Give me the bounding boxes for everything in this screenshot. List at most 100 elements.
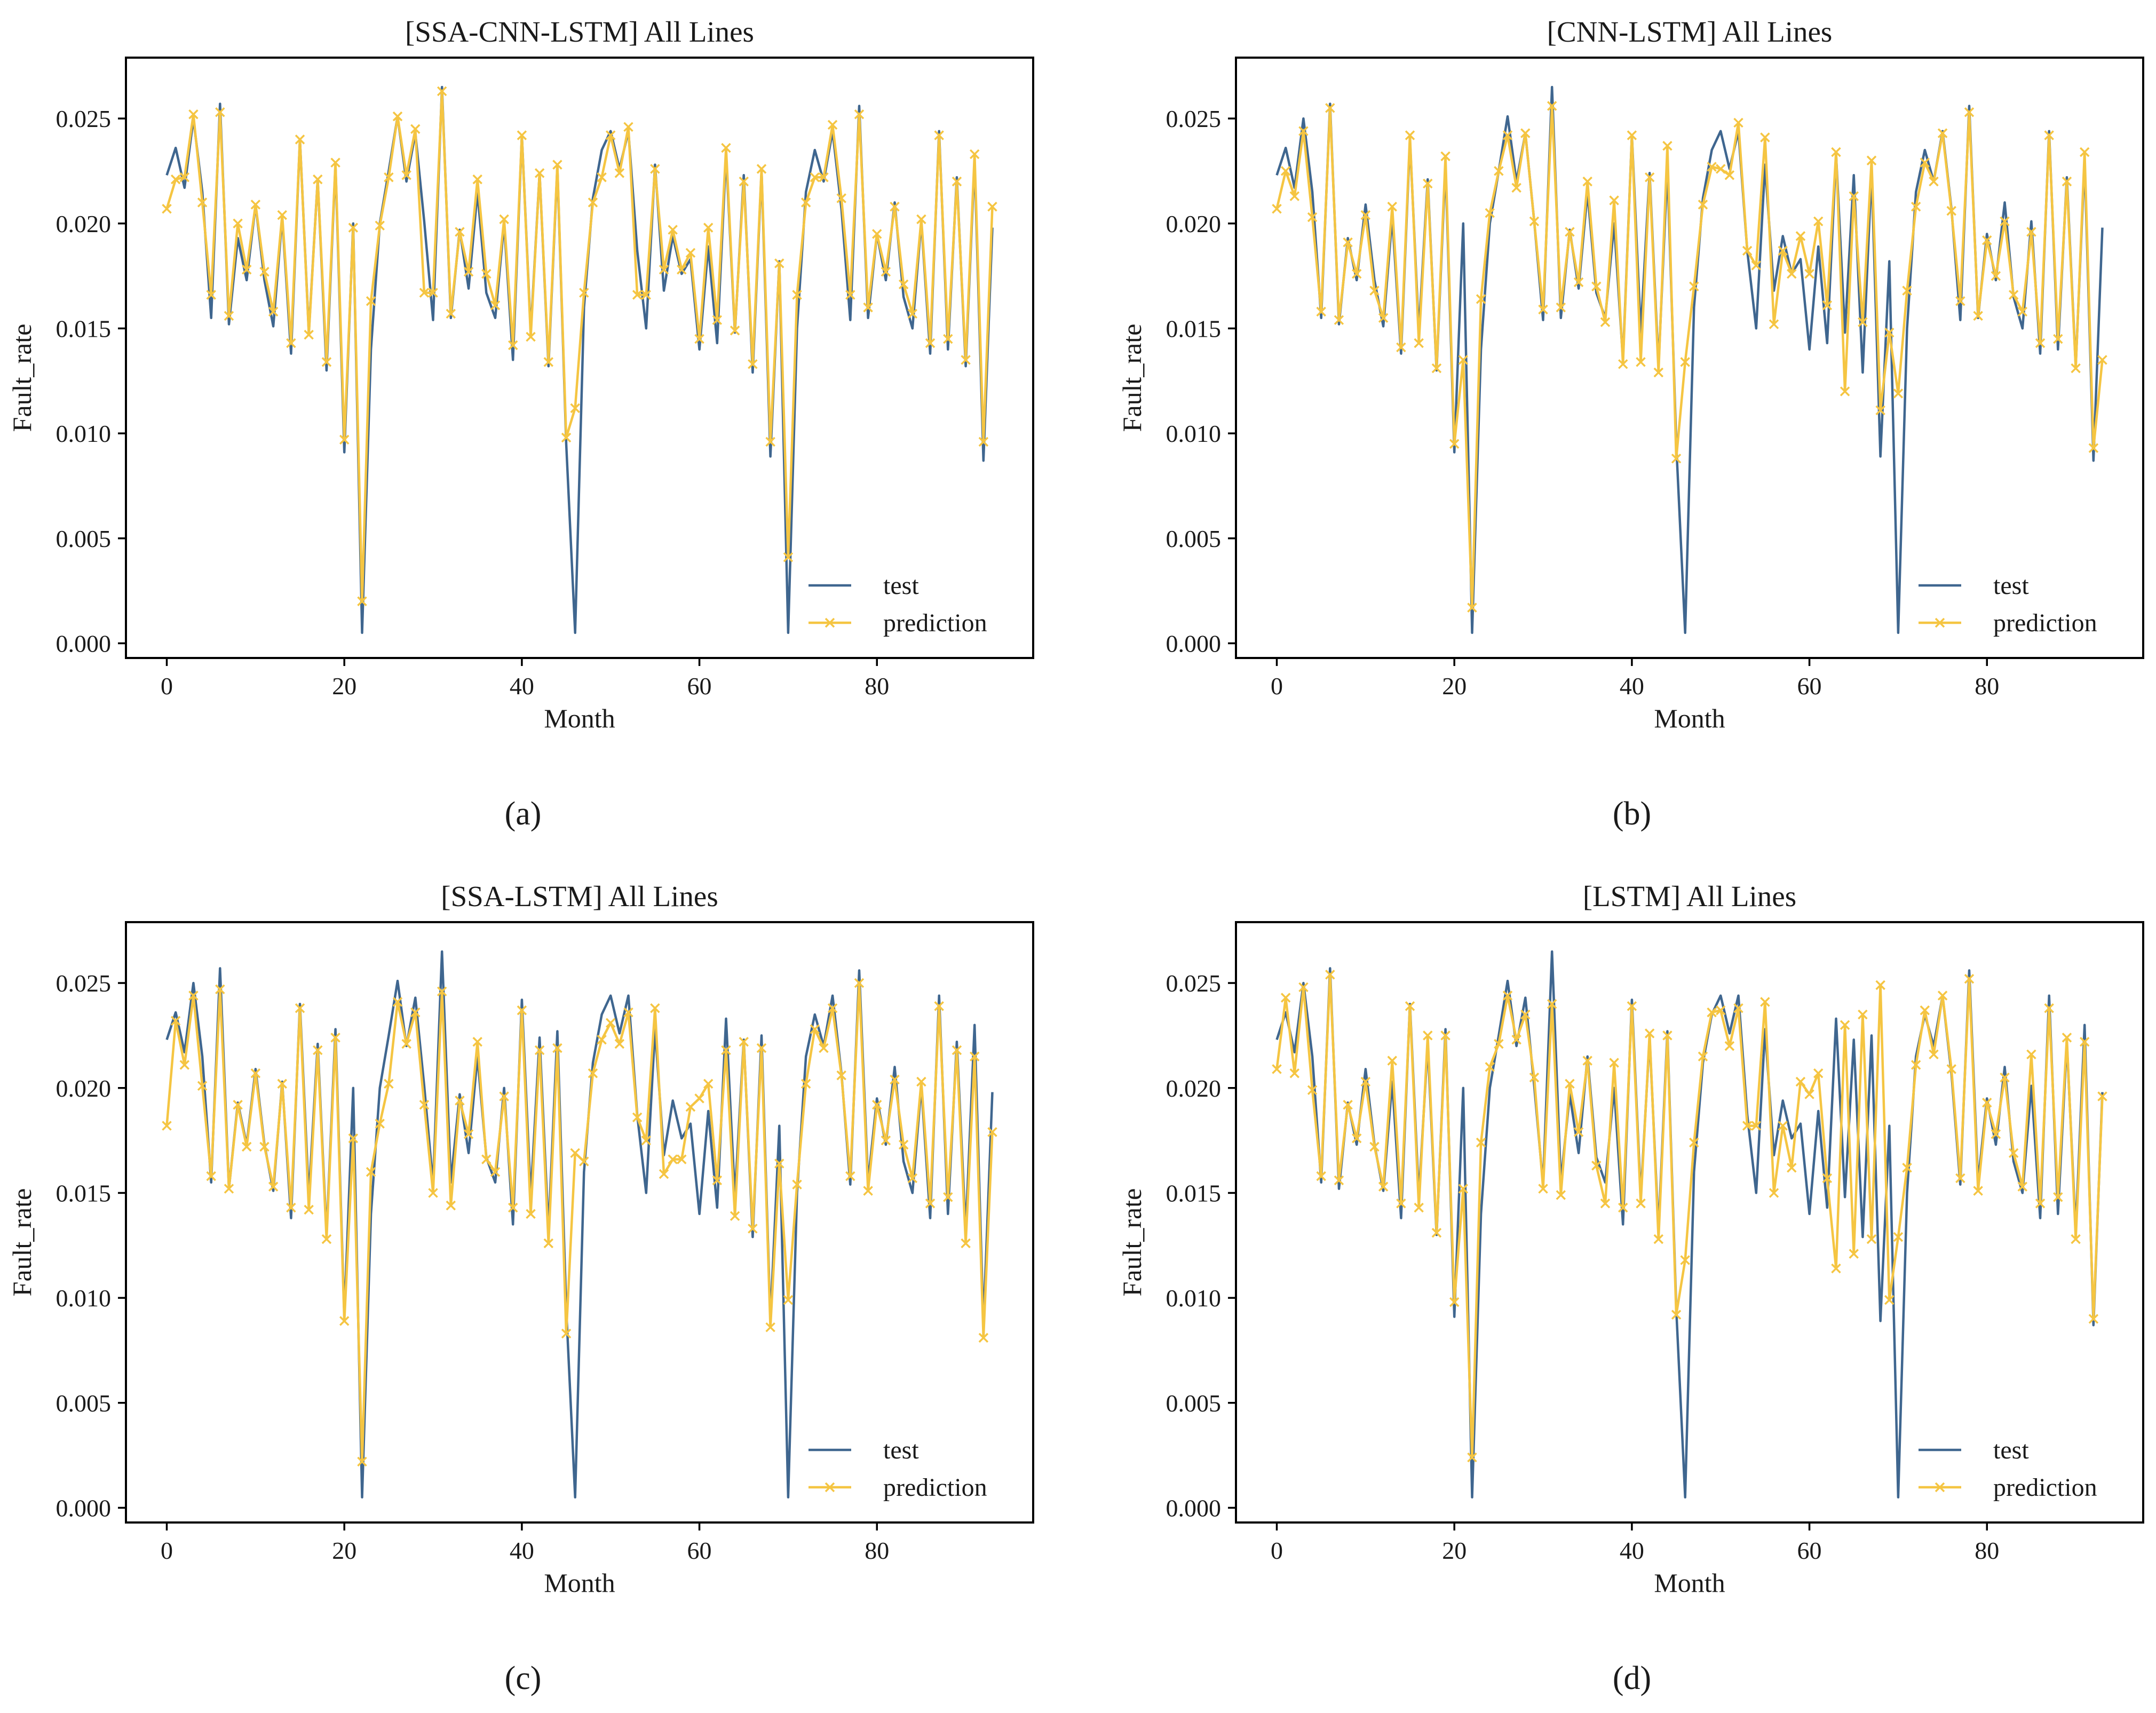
prediction-marker [1502,990,1513,1001]
prediction-marker [241,1141,252,1152]
prediction-marker [1787,1162,1797,1173]
prediction-marker [659,1169,669,1179]
prediction-marker [428,1188,438,1198]
y-tick-label: 0.025 [56,105,112,132]
prediction-marker [597,172,607,183]
prediction-marker [632,290,643,300]
prediction-marker [2026,1049,2036,1060]
prediction-marker [2044,130,2054,140]
prediction-marker [863,302,873,313]
prediction-marker [1858,1009,1868,1020]
y-tick-label: 0.015 [1166,315,1222,342]
prediction-marker [898,279,909,290]
prediction-marker [526,1209,536,1219]
prediction-marker [339,434,350,445]
prediction-marker [1866,155,1877,165]
prediction-marker [1423,178,1433,189]
prediction-marker [1538,1184,1548,1194]
prediction-marker [295,134,305,145]
prediction-marker [552,160,562,170]
prediction-marker [934,1001,944,1011]
y-axis-label: Fault_rate [7,1188,37,1297]
x-tick-label: 60 [687,672,712,700]
prediction-marker [881,266,891,277]
x-tick-label: 60 [687,1537,712,1564]
prediction-marker [1840,386,1850,396]
prediction-marker [215,107,225,117]
prediction-marker [712,1175,723,1186]
prediction-marker [490,300,501,311]
prediction-marker [1458,355,1469,365]
prediction-marker [819,172,829,183]
prediction-marker [259,266,270,277]
prediction-marker [1405,130,1415,140]
prediction-marker [792,1179,802,1189]
prediction-marker [206,1171,216,1181]
legend: test prediction [1919,1436,2097,1502]
prediction-marker [1636,357,1646,367]
prediction-marker [800,197,811,208]
prediction-marker [730,1211,740,1221]
prediction-marker [375,1119,385,1129]
prediction-marker [1565,227,1575,237]
prediction-marker [1458,1184,1469,1194]
prediction-marker [739,1036,749,1047]
prediction-marker [756,164,767,174]
prediction-marker [1795,231,1806,241]
prediction-marker [543,1238,554,1249]
prediction-marker [1325,103,1335,113]
x-tick-label: 40 [1620,672,1644,700]
prediction-marker [978,1333,989,1343]
prediction-marker [685,1101,696,1112]
prediction-marker [188,109,199,120]
prediction-marker [250,200,261,210]
prediction-marker [561,1328,572,1339]
prediction-marker [1973,311,1983,321]
prediction-marker [1902,1162,1912,1173]
plot-frame [125,57,1034,659]
prediction-marker [810,172,820,183]
prediction-marker [357,1456,367,1467]
legend-prediction-marker [825,1482,835,1493]
prediction-marker [2053,1192,2063,1202]
y-tick-label: 0.000 [1166,630,1222,657]
y-tick-label: 0.005 [56,1390,112,1417]
legend-prediction-marker [1935,1482,1945,1493]
prediction-marker [1778,245,1788,256]
x-tick-label: 0 [1271,1537,1283,1564]
prediction-marker [1662,1030,1673,1041]
prediction-marker [1946,1064,1956,1074]
prediction-marker [268,306,279,317]
prediction-marker [339,1316,350,1326]
prediction-marker [1334,1175,1344,1186]
y-tick-label: 0.025 [56,970,112,997]
prediction-marker [703,223,714,233]
prediction-marker [1334,315,1344,325]
prediction-marker [1751,1121,1761,1131]
x-tick-label: 0 [161,1537,173,1564]
prediction-marker [1787,268,1797,279]
prediction-marker [499,1091,509,1101]
prediction-marker [952,1045,962,1056]
prediction-marker [437,86,447,97]
prediction-marker [1804,1089,1814,1099]
y-tick-label: 0.005 [56,525,112,552]
prediction-marker [668,225,678,235]
prediction-marker [898,1139,909,1150]
y-tick-label: 0.025 [1166,105,1222,132]
prediction-marker [197,1081,208,1091]
prediction-marker [1360,1076,1371,1087]
prediction-marker [1476,294,1486,304]
prediction-marker [357,596,367,607]
prediction-marker [1840,1020,1850,1030]
prediction-marker [2062,176,2072,187]
prediction-marker [623,122,633,132]
x-axis-label: Month [544,703,615,733]
prediction-marker [721,1045,731,1056]
prediction-marker [2008,290,2019,300]
prediction-marker [490,1167,501,1177]
prediction-marker [1680,357,1690,367]
prediction-marker [1671,1310,1682,1320]
prediction-marker [241,265,252,275]
prediction-marker [827,120,838,130]
